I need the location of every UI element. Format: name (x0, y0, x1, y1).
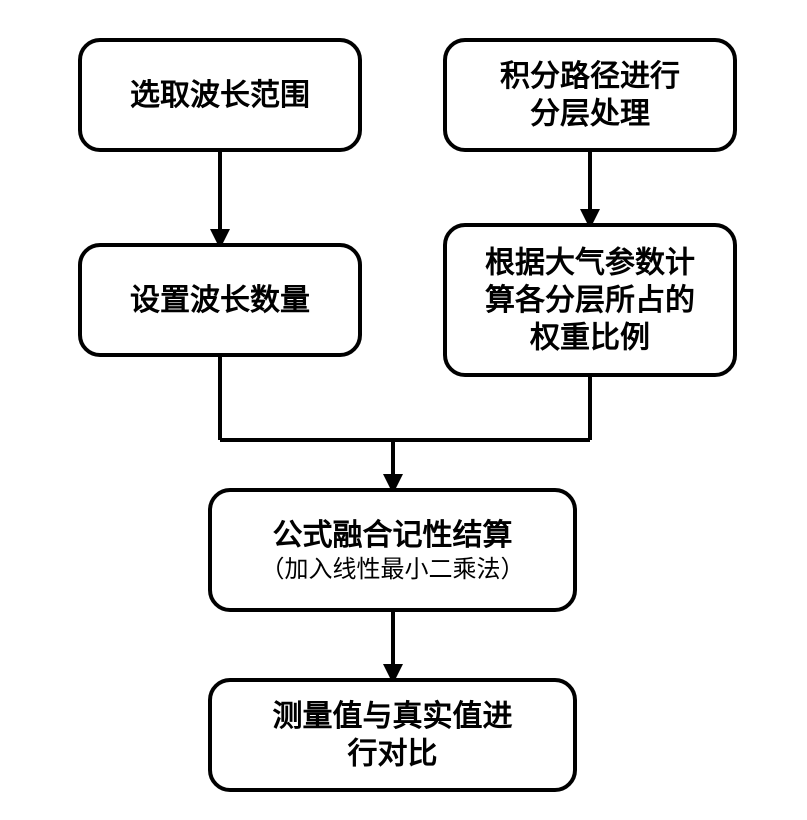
node-n3: 设置波长数量 (80, 245, 360, 355)
node-label: 分层处理 (530, 98, 650, 131)
node-label: 测量值与真实值进 (273, 699, 513, 733)
node-n4: 根据大气参数计算各分层所占的权重比例 (445, 225, 735, 375)
node-label: 权重比例 (529, 321, 650, 354)
node-sublabel: （加入线性最小二乘法） (261, 556, 525, 583)
node-n2: 积分路径进行分层处理 (445, 40, 735, 150)
node-label: 公式融合记性结算 (273, 518, 513, 552)
node-label: 积分路径进行 (500, 60, 680, 93)
node-n1: 选取波长范围 (80, 40, 360, 150)
flowchart-canvas: 选取波长范围 积分路径进行分层处理设置波长数量 根据大气参数计算各分层所占的权重比例… (0, 0, 807, 820)
node-box (445, 40, 735, 150)
node-label: 根据大气参数计 (485, 246, 695, 279)
node-label: 设置波长数量 (130, 284, 310, 317)
node-box (210, 680, 575, 790)
node-label: 选取波长范围 (130, 79, 310, 112)
node-n5: 公式融合记性结算 （加入线性最小二乘法） (210, 490, 575, 610)
node-label: 算各分层所占的 (485, 283, 695, 317)
node-n6: 测量值与真实值进行对比 (210, 680, 575, 790)
node-label: 行对比 (347, 738, 438, 771)
